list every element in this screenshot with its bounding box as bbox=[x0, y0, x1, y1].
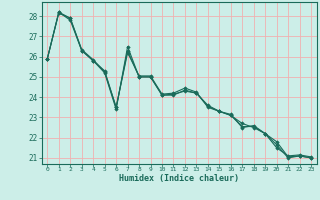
X-axis label: Humidex (Indice chaleur): Humidex (Indice chaleur) bbox=[119, 174, 239, 183]
